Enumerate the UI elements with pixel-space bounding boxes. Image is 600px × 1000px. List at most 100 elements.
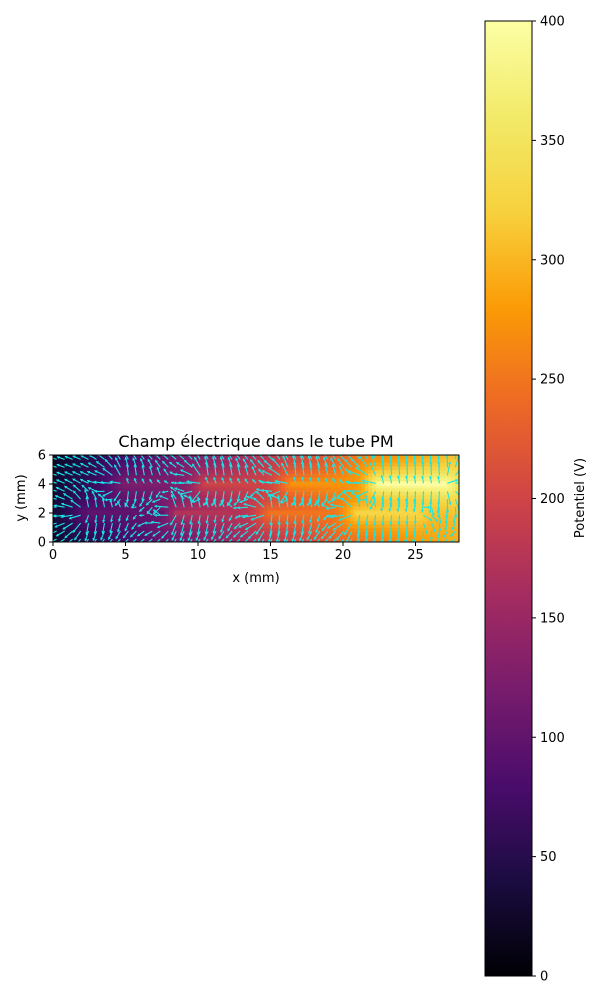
heatmap-cell xyxy=(303,476,308,481)
field-arrow-head xyxy=(196,496,200,500)
heatmap-cell xyxy=(219,473,224,478)
heatmap-cell xyxy=(129,527,134,532)
heatmap-cell xyxy=(303,487,308,492)
heatmap-cell xyxy=(237,502,243,507)
heatmap-cell xyxy=(190,455,195,460)
heatmap-cell xyxy=(401,469,406,474)
heatmap-cell xyxy=(295,531,301,536)
heatmap-cell xyxy=(111,538,116,542)
field-arrow-head xyxy=(114,464,117,468)
heatmap-cell xyxy=(71,534,76,539)
heatmap-cell xyxy=(158,498,163,503)
heatmap-cell xyxy=(234,458,239,463)
heatmap-cell xyxy=(176,484,181,489)
field-arrow-head xyxy=(301,476,305,480)
heatmap-cell xyxy=(237,465,243,471)
heatmap-cell xyxy=(150,484,156,489)
heatmap-cell xyxy=(150,498,156,503)
heatmap-cell xyxy=(107,487,112,492)
heatmap-cell xyxy=(63,502,69,507)
heatmap-cell xyxy=(372,455,377,460)
heatmap-cell xyxy=(198,498,203,503)
heatmap-cell xyxy=(82,505,87,510)
heatmap-cell xyxy=(419,509,424,514)
field-arrow xyxy=(116,538,121,542)
heatmap-cell xyxy=(53,509,58,514)
field-arrow-head xyxy=(174,472,178,476)
heatmap-cell xyxy=(169,502,174,507)
heatmap-cell xyxy=(100,523,105,529)
field-arrow-head xyxy=(170,490,174,494)
heatmap-cell xyxy=(430,534,435,539)
heatmap-cell xyxy=(437,513,442,518)
field-arrow-head xyxy=(144,533,148,536)
heatmap-cell xyxy=(198,527,203,532)
heatmap-cell xyxy=(419,531,424,536)
heatmap-cell xyxy=(121,523,127,529)
heatmap-cell xyxy=(82,509,87,514)
heatmap-cell xyxy=(194,476,199,481)
heatmap-cell xyxy=(165,505,170,510)
field-arrow-head xyxy=(221,500,225,504)
heatmap-cell xyxy=(223,491,228,496)
heatmap-cell xyxy=(339,498,344,503)
heatmap-cell xyxy=(368,487,373,492)
field-arrow xyxy=(53,457,57,460)
heatmap-cell xyxy=(393,516,398,521)
heatmap-cell xyxy=(259,527,264,532)
heatmap-cell xyxy=(103,520,108,525)
heatmap-cell xyxy=(198,494,203,500)
heatmap-cell xyxy=(386,455,391,460)
x-tick-label: 25 xyxy=(407,548,424,563)
heatmap-cell xyxy=(187,484,192,489)
heatmap-cell xyxy=(350,455,355,460)
heatmap-cell xyxy=(328,538,333,542)
field-arrow-head xyxy=(170,494,174,498)
heatmap-cell xyxy=(129,491,134,496)
heatmap-cell xyxy=(67,473,72,478)
heatmap-cell xyxy=(241,523,246,529)
heatmap-cell xyxy=(96,494,101,500)
heatmap-cell xyxy=(430,538,435,542)
heatmap-cell xyxy=(317,534,322,539)
heatmap-cell xyxy=(433,491,438,496)
heatmap-cell xyxy=(183,494,188,500)
heatmap-cell xyxy=(100,473,105,478)
heatmap-cell xyxy=(440,465,446,471)
heatmap-cell xyxy=(121,476,127,481)
heatmap-cell xyxy=(103,487,108,492)
heatmap-cell xyxy=(92,516,98,521)
heatmap-cell xyxy=(143,505,148,510)
field-arrow-head xyxy=(396,533,400,537)
field-arrow-head xyxy=(64,478,68,482)
field-arrow-head xyxy=(180,532,184,536)
heatmap-cell xyxy=(422,458,427,463)
heatmap-cell xyxy=(194,465,199,471)
heatmap-cell xyxy=(201,505,206,510)
field-arrow-head xyxy=(357,498,360,502)
heatmap-cell xyxy=(361,523,366,529)
heatmap-cell xyxy=(299,491,304,496)
field-arrow-head xyxy=(147,459,151,462)
heatmap-cell xyxy=(132,513,137,518)
heatmap-cell xyxy=(212,502,217,507)
heatmap-cell xyxy=(248,538,253,542)
heatmap-cell xyxy=(245,534,250,539)
heatmap-cell xyxy=(379,498,384,503)
heatmap-cell xyxy=(393,487,398,492)
field-arrow-head xyxy=(133,499,137,502)
heatmap-cell xyxy=(350,534,355,539)
field-arrow-head xyxy=(258,480,262,483)
heatmap-cell xyxy=(390,538,395,542)
field-arrow-head xyxy=(291,502,294,506)
field-arrow-head xyxy=(179,492,183,496)
heatmap-cell xyxy=(259,484,264,489)
heatmap-cell xyxy=(107,505,112,510)
heatmap-cell xyxy=(132,527,137,532)
heatmap-cell xyxy=(129,531,134,536)
heatmap-cell xyxy=(74,498,79,503)
heatmap-cell xyxy=(143,458,148,463)
heatmap-cell xyxy=(125,487,130,492)
heatmap-cell xyxy=(245,465,250,471)
heatmap-cell xyxy=(121,498,127,503)
